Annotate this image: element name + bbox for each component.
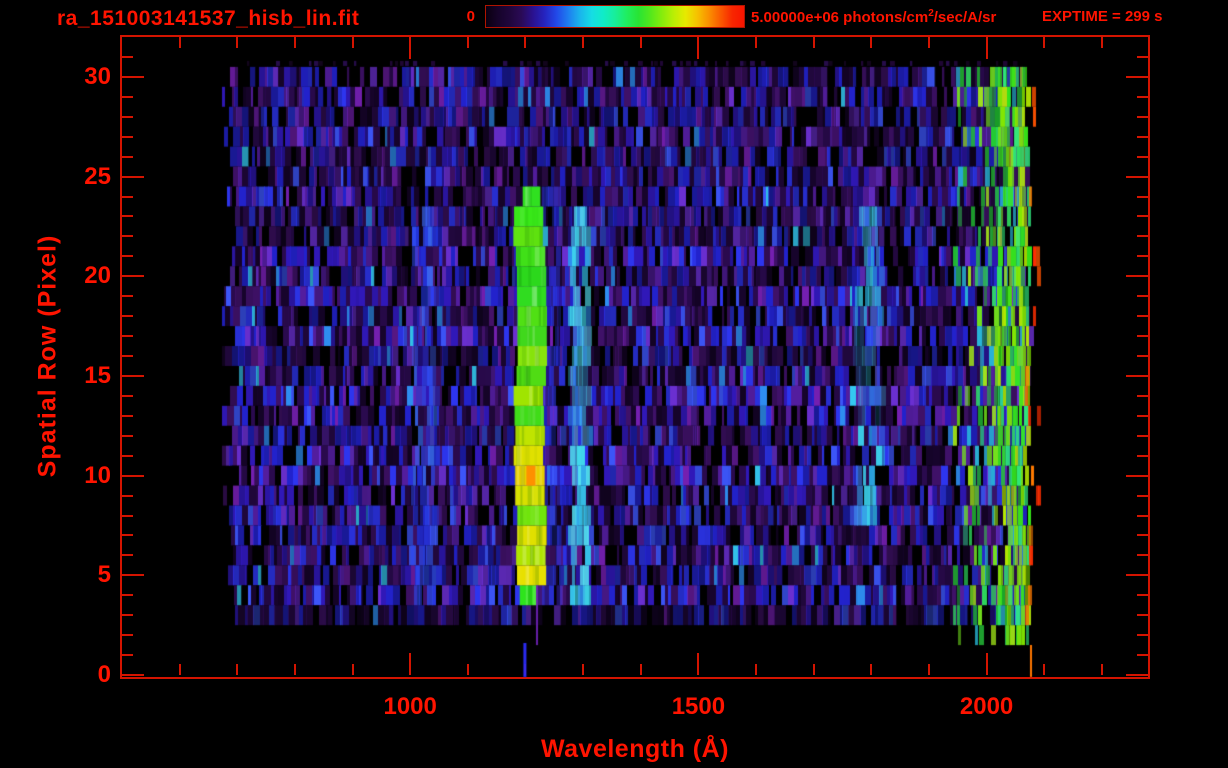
x-tick-label: 1000 [383, 693, 437, 720]
colorbar-min-label: 0 [466, 8, 475, 25]
colorbar-max-label: 5.00000e+06 photons/cm2/sec/A/sr [751, 8, 996, 26]
y-axis-title: Spatial Row (Pixel) [33, 234, 62, 478]
y-tick-label: 10 [84, 461, 111, 489]
spectrogram-canvas [122, 37, 1148, 679]
y-tick-label: 25 [84, 162, 111, 190]
y-tick-label: 5 [97, 561, 111, 589]
x-tick-label: 2000 [959, 693, 1014, 720]
colorbar-units-superscript: 2 [928, 8, 934, 19]
y-tick-label: 0 [97, 661, 111, 688]
file-title: ra_151003141537_hisb_lin.fit [57, 7, 360, 30]
x-tick-label: 1500 [671, 693, 726, 720]
colorbar [485, 5, 745, 28]
y-tick-label: 20 [84, 262, 111, 290]
y-tick-label: 30 [84, 62, 111, 90]
colorbar-max-value: 5.00000e+06 photons/cm [751, 9, 929, 26]
x-axis-title: Wavelength (Å) [540, 735, 730, 763]
y-tick-label: 15 [84, 361, 111, 389]
exptime-label: EXPTIME = 299 s [1042, 8, 1163, 25]
colorbar-units-tail: /sec/A/sr [933, 9, 997, 26]
